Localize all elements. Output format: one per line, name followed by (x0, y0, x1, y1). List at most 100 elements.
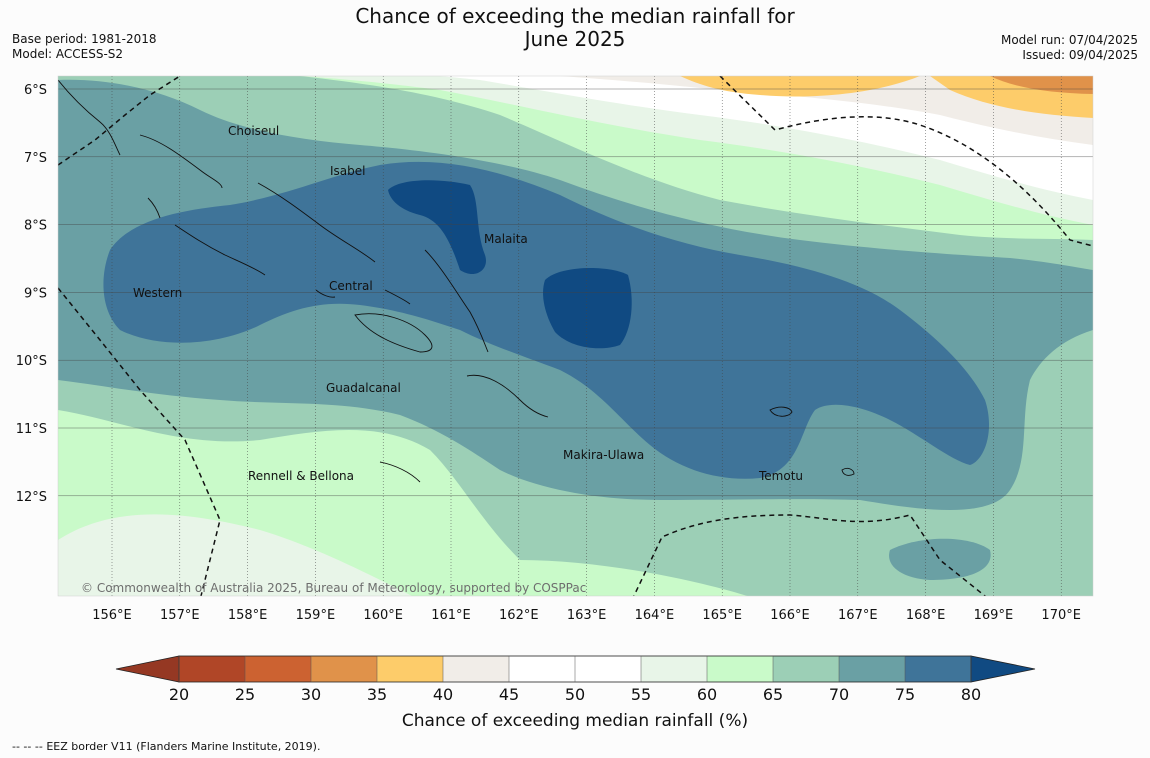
eez-border-west (58, 287, 221, 596)
contour-over-80-east (543, 268, 632, 349)
colorbar-segment (179, 656, 245, 682)
colorbar-tick-label: 45 (499, 685, 519, 704)
eez-border-northwest (58, 76, 181, 166)
island-outlines (58, 79, 855, 483)
province-label-isabel: Isabel (330, 164, 365, 178)
lat-tick-label: 9°S (24, 286, 47, 301)
eez-border-south (633, 514, 987, 596)
lon-tick-label: 164°E (635, 608, 675, 623)
contour-fill-layer (58, 76, 1093, 596)
lat-tick-label: 8°S (24, 219, 47, 234)
colorbar-tick-label: 25 (235, 685, 255, 704)
eez-border-northeast (719, 76, 1093, 247)
province-label-rennell-bellona: Rennell & Bellona (248, 469, 354, 483)
province-labels: Choiseul Isabel Malaita Western Central … (133, 124, 803, 483)
new-georgia-island (174, 224, 266, 276)
eez-legend-dash-icon: -- -- -- (12, 740, 43, 753)
province-label-central: Central (329, 279, 373, 293)
colorbar-segment (773, 656, 839, 682)
map-title-line2: June 2025 (524, 27, 626, 51)
colorbar-segment (905, 656, 971, 682)
colorbar-tick-label: 50 (565, 685, 585, 704)
florida-islands (384, 289, 411, 305)
choiseul-island (139, 134, 223, 189)
contour-55-60-south (58, 514, 413, 596)
lat-tick-label: 10°S (16, 354, 47, 369)
lat-tick-label: 7°S (24, 151, 47, 166)
lon-tick-label: 166°E (770, 608, 810, 623)
colorbar-segment (509, 656, 575, 682)
colorbar-tick-label: 20 (169, 685, 189, 704)
colorbar-segment (245, 656, 311, 682)
issued-text: Issued: 09/04/2025 (1022, 48, 1138, 62)
vanikoro-island (841, 467, 855, 476)
colorbar-tick-label: 75 (895, 685, 915, 704)
colorbar-tick-label: 65 (763, 685, 783, 704)
santa-cruz-island (769, 406, 793, 417)
colorbar-tick-label: 30 (301, 685, 321, 704)
province-label-temotu: Temotu (758, 469, 803, 483)
province-label-makira-ulawa: Makira-Ulawa (563, 448, 644, 462)
lat-tick-label: 6°S (24, 83, 47, 98)
lon-tick-label: 163°E (567, 608, 607, 623)
province-label-western: Western (133, 286, 182, 300)
isabel-island (257, 182, 376, 263)
colorbar-segment (707, 656, 773, 682)
colorbar-segment (641, 656, 707, 682)
eez-legend: -- -- -- EEZ border V11 (Flanders Marine… (12, 739, 320, 755)
lon-tick-label: 156°E (92, 608, 132, 623)
model-run-text: Model run: 07/04/2025 (1000, 33, 1138, 47)
contour-75-80 (103, 161, 990, 479)
lon-tick-label: 165°E (702, 608, 742, 623)
makira-island (466, 374, 549, 418)
colorbar-segment (575, 656, 641, 682)
rennell-island (379, 461, 421, 483)
contour-70-75-southeast (889, 538, 991, 580)
model-text: Model: ACCESS-S2 (12, 47, 124, 61)
lon-tick-label: 161°E (431, 608, 471, 623)
bougainville-island (58, 79, 121, 156)
colorbar-segment (839, 656, 905, 682)
lon-tick-label: 167°E (838, 608, 878, 623)
colorbar-tick-label: 80 (961, 685, 981, 704)
guadalcanal-island (354, 313, 433, 353)
contour-30-35-northeast (990, 76, 1093, 94)
colorbar-segment (311, 656, 377, 682)
lon-tick-label: 168°E (906, 608, 946, 623)
lon-tick-label: 160°E (363, 608, 403, 623)
colorbar-segment (443, 656, 509, 682)
eez-legend-text: EEZ border V11 (Flanders Marine Institut… (46, 740, 321, 753)
map-title-line1: Chance of exceeding the median rainfall … (355, 4, 795, 28)
lon-tick-label: 157°E (160, 608, 200, 623)
contour-35-40-north (680, 76, 920, 97)
russell-islands (315, 289, 336, 298)
lon-tick-label: 169°E (974, 608, 1014, 623)
colorbar-label: Chance of exceeding median rainfall (%) (402, 711, 748, 731)
colorbar-tick-label: 55 (631, 685, 651, 704)
map-frame (57, 75, 1094, 597)
lon-tick-label: 159°E (296, 608, 336, 623)
colorbar-under-arrow (115, 655, 180, 683)
lon-tick-label: 170°E (1041, 608, 1081, 623)
province-label-guadalcanal: Guadalcanal (326, 381, 401, 395)
lon-tick-label: 158°E (228, 608, 268, 623)
colorbar-tick-label: 70 (829, 685, 849, 704)
eez-border-lines (58, 76, 1093, 596)
colorbar-tick-label: 40 (433, 685, 453, 704)
colorbar-over-arrow (970, 655, 1036, 683)
contour-over-80-malaita (388, 180, 486, 275)
lon-tick-label: 162°E (499, 608, 539, 623)
malaita-island (424, 249, 489, 353)
province-label-choiseul: Choiseul (228, 124, 279, 138)
colorbar: 20 25 30 35 40 45 50 55 60 65 70 75 80 (115, 655, 1036, 704)
colorbar-tick-label: 35 (367, 685, 387, 704)
colorbar-tick-label: 60 (697, 685, 717, 704)
vella-lavella-island (147, 197, 161, 219)
lat-tick-label: 11°S (16, 422, 47, 437)
base-period-text: Base period: 1981-2018 (12, 32, 157, 46)
colorbar-segment (377, 656, 443, 682)
lat-tick-label: 12°S (16, 490, 47, 505)
copyright-text: © Commonwealth of Australia 2025, Bureau… (81, 581, 586, 595)
province-label-malaita: Malaita (484, 232, 528, 246)
